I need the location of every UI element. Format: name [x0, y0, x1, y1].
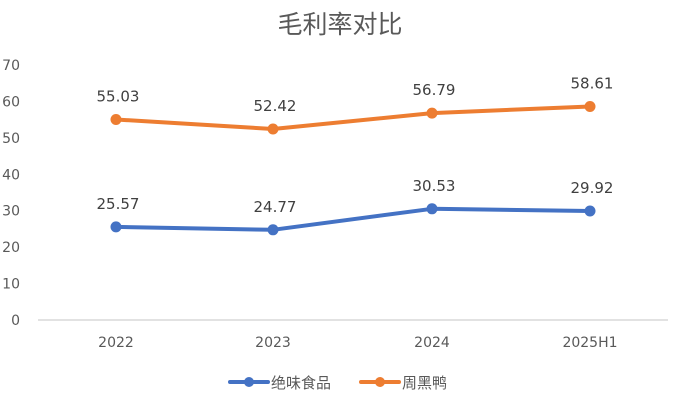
series-line — [114, 104, 592, 131]
data-label: 56.79 — [413, 81, 456, 99]
x-tick-label: 2025H1 — [562, 335, 617, 351]
y-tick-label: 60 — [2, 94, 20, 110]
series-layer: 25.57 24.77 30.53 29.92 55.03 52.42 56.79 58.61 — [97, 74, 614, 236]
y-tick-label: 30 — [2, 204, 20, 220]
legend-item: 绝味食品 — [228, 374, 331, 392]
series-1: 25.57 24.77 30.53 29.92 — [97, 177, 614, 236]
legend-dot-icon — [375, 377, 385, 387]
legend-dot-icon — [244, 377, 254, 387]
data-label: 58.61 — [571, 74, 614, 92]
x-tick-label: 2022 — [98, 335, 134, 351]
legend-label: 绝味食品 — [271, 374, 331, 392]
y-tick-label: 50 — [2, 131, 20, 147]
data-point-marker — [267, 123, 279, 135]
data-label: 30.53 — [413, 177, 456, 195]
series-2: 55.03 52.42 56.79 58.61 — [97, 74, 614, 135]
data-label: 25.57 — [97, 195, 140, 213]
y-tick-label: 70 — [2, 58, 20, 74]
y-tick-label: 40 — [2, 167, 20, 183]
y-axis: 0 10 20 30 40 50 60 70 — [2, 58, 20, 329]
data-label: 52.42 — [254, 97, 297, 115]
legend-label: 周黑鸭 — [402, 374, 447, 392]
x-tick-label: 2023 — [255, 335, 291, 351]
y-tick-label: 10 — [2, 277, 20, 293]
legend: 绝味食品 周黑鸭 — [228, 374, 447, 392]
data-point-marker — [426, 203, 438, 215]
data-point-marker — [267, 224, 279, 236]
y-tick-label: 0 — [11, 313, 20, 329]
data-label: 55.03 — [97, 88, 140, 106]
legend-item: 周黑鸭 — [359, 374, 447, 392]
data-point-marker — [110, 221, 122, 233]
x-tick-label: 2024 — [414, 335, 450, 351]
data-point-marker — [584, 101, 596, 112]
data-label: 29.92 — [571, 179, 614, 197]
data-point-marker — [426, 107, 438, 119]
x-axis: 2022 2023 2024 2025H1 — [98, 335, 617, 351]
data-label: 24.77 — [254, 198, 297, 216]
data-point-marker — [584, 205, 596, 217]
data-point-marker — [110, 114, 122, 125]
series-line — [114, 206, 592, 232]
y-tick-label: 20 — [2, 240, 20, 256]
chart-title: 毛利率对比 — [277, 10, 402, 39]
